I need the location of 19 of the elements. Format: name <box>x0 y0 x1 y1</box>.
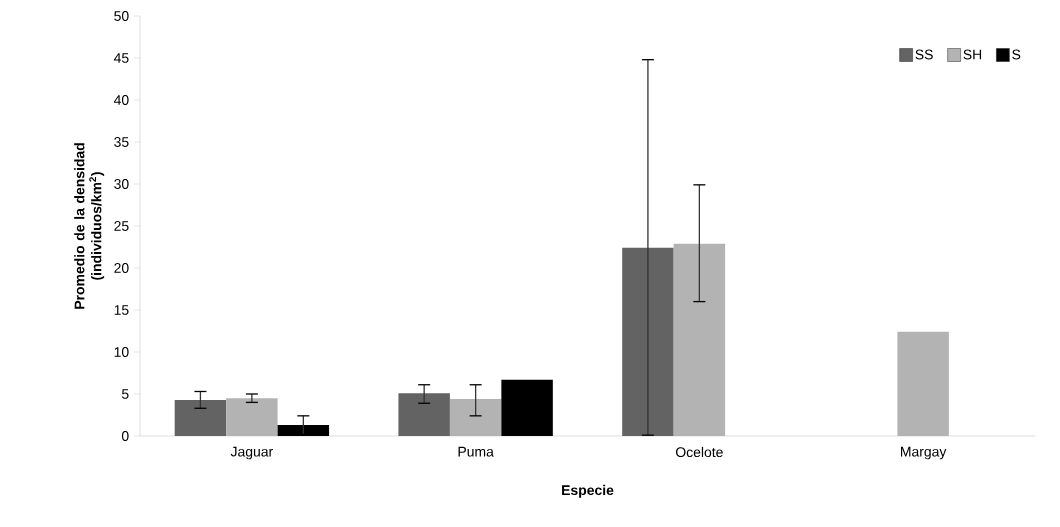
y-tick-label: 35 <box>114 137 129 147</box>
y-tick-label: 20 <box>114 263 129 273</box>
x-tick-label: Jaguar <box>230 446 273 460</box>
y-tick-label: 15 <box>114 305 129 315</box>
x-tick-label: Margay <box>901 446 947 460</box>
y-tick-label: 45 <box>113 53 129 63</box>
y-tick-label: 10 <box>114 347 129 357</box>
y-tick-label: 5 <box>121 389 129 399</box>
x-tick-label: Puma <box>458 446 494 457</box>
y-tick-label: 30 <box>114 179 129 189</box>
y-tick-label: 50 <box>114 11 129 21</box>
x-axis-title: Especie <box>562 484 614 498</box>
y-tick-label: 25 <box>114 221 129 231</box>
legend-label: SH <box>963 49 982 60</box>
legend-label: S <box>1012 49 1021 60</box>
y-tick-label: 40 <box>113 95 129 105</box>
legend-label: SS <box>915 49 933 60</box>
x-tick-label: Ocelote <box>676 446 723 458</box>
y-tick-label: 0 <box>121 431 129 441</box>
